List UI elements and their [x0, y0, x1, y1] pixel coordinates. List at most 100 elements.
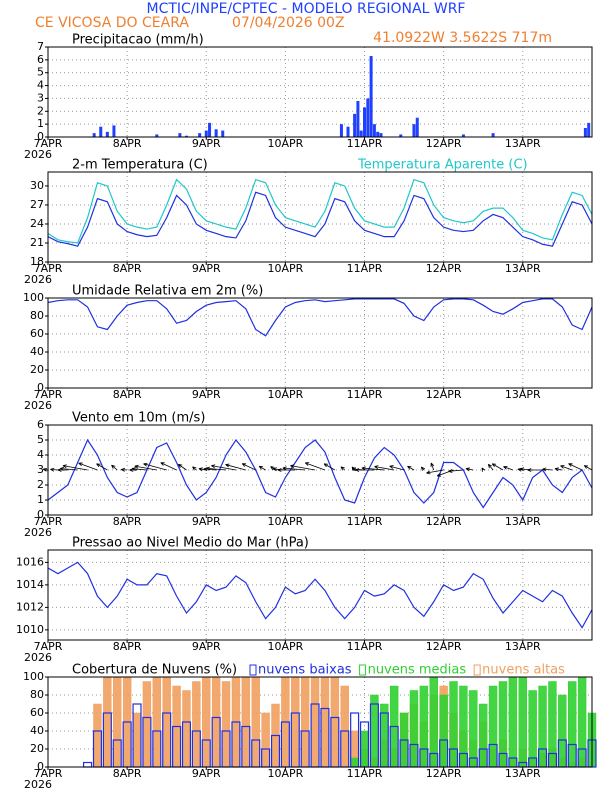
- legend-swatch: [473, 664, 481, 676]
- x-tick-label: 10APR: [267, 388, 303, 401]
- x-tick-label: 13APR: [505, 515, 541, 528]
- wind-arrow: [134, 464, 157, 471]
- y-tick-label: 5: [37, 66, 44, 79]
- bar: [105, 131, 109, 137]
- bar: [178, 133, 182, 137]
- cloud-bar: [528, 690, 537, 768]
- bar: [587, 122, 591, 137]
- wind-arrow: [560, 465, 573, 471]
- cloud-bar: [162, 676, 171, 768]
- wind-arrow: [420, 466, 426, 471]
- x-tick-label: 10APR: [267, 262, 303, 275]
- x-tick-label: 9APR: [192, 137, 221, 150]
- cloud-bar: [251, 676, 260, 768]
- wind-arrow: [241, 463, 256, 471]
- location: CE VICOSA DO CEARA: [35, 15, 189, 31]
- wind-arrow: [448, 469, 464, 473]
- wind-arrow: [407, 465, 415, 471]
- panel-frame: [47, 46, 593, 138]
- cloud-bar: [211, 676, 221, 768]
- wind-arrow: [277, 468, 296, 472]
- cloud-bar: [132, 712, 142, 768]
- x-tick-label: 8APR: [113, 262, 142, 275]
- bar: [214, 129, 218, 137]
- bar: [221, 130, 225, 137]
- y-tick-label: 6: [37, 418, 44, 431]
- bar: [92, 133, 96, 137]
- bar: [208, 122, 212, 137]
- legend-swatch: [359, 664, 367, 676]
- x-tick-label: 9APR: [192, 515, 221, 528]
- cloud-bar: [261, 712, 270, 768]
- bar: [583, 128, 587, 137]
- wind-arrow: [60, 466, 78, 471]
- x-tick-label: 11APR: [347, 515, 383, 528]
- y-tick-label: 7: [37, 40, 44, 53]
- wind-arrow: [304, 462, 326, 471]
- y-tick-label: 1016: [16, 555, 44, 568]
- legend-label: nuvens medias: [368, 663, 467, 678]
- wind-arrow: [487, 463, 494, 471]
- x-tick-label: 8APR: [113, 137, 142, 150]
- legend-label: nuvens baixas: [258, 663, 352, 678]
- cloud-bar: [469, 690, 478, 768]
- x-tick-label: 10APR: [267, 767, 303, 780]
- y-tick-label: 6: [37, 53, 44, 66]
- y-tick-label: 0: [37, 508, 44, 521]
- x-tick-label: 9APR: [192, 388, 221, 401]
- cloud-bar: [360, 730, 369, 768]
- cloud-bar: [113, 676, 122, 768]
- cloud-bar: [370, 694, 379, 768]
- wind-arrow: [192, 466, 197, 471]
- bar: [363, 107, 367, 137]
- y-tick-label: 27: [30, 198, 44, 211]
- cloud-bar: [330, 676, 340, 768]
- x-tick-label: 10APR: [267, 137, 303, 150]
- datetime: 07/04/2026 00Z: [232, 15, 345, 31]
- wind-arrow: [225, 463, 246, 471]
- cloud-bar: [548, 681, 557, 768]
- bar: [198, 133, 202, 137]
- wind-arrow: [340, 466, 345, 471]
- title: MCTIC/INPE/CPTEC - MODELO REGIONAL WRF: [147, 1, 466, 17]
- y-tick-label: 100: [23, 291, 44, 304]
- year-label: 2026: [24, 778, 52, 791]
- wind-arrow: [282, 466, 306, 471]
- y-tick-label: 1012: [16, 600, 44, 613]
- panel-title: Pressao ao Nivel Medio do Mar (hPa): [72, 536, 309, 551]
- line: [47, 191, 593, 247]
- wind-arrow: [258, 465, 266, 471]
- cloud-bar: [202, 676, 211, 768]
- panel-title: Precipitacao (mm/h): [72, 33, 204, 48]
- x-tick-label: 7APR: [34, 262, 63, 275]
- cloud-bar: [577, 676, 587, 768]
- bar: [184, 135, 188, 137]
- x-tick-label: 12APR: [426, 515, 462, 528]
- y-tick-label: 4: [37, 79, 44, 92]
- wind-arrow: [542, 467, 553, 472]
- bar: [376, 131, 380, 137]
- bar: [412, 124, 416, 137]
- y-tick-label: 3: [37, 91, 44, 104]
- cloud-bar: [83, 761, 93, 768]
- wind-arrow: [503, 465, 514, 471]
- y-tick-label: 24: [30, 217, 44, 230]
- year-label: 2026: [24, 526, 52, 539]
- x-tick-label: 12APR: [426, 388, 462, 401]
- y-tick-label: 100: [23, 670, 44, 683]
- x-tick-label: 7APR: [34, 767, 63, 780]
- x-tick-label: 13APR: [505, 388, 541, 401]
- cloud-bar: [152, 676, 162, 768]
- line: [47, 298, 593, 337]
- cloud-bar: [291, 676, 300, 768]
- cloud-bar: [478, 703, 488, 768]
- cloud-bar: [241, 676, 251, 768]
- x-tick-label: 12APR: [426, 640, 462, 653]
- cloud-bar: [508, 676, 518, 768]
- y-tick-label: 21: [30, 236, 44, 249]
- x-tick-label: 7APR: [34, 515, 63, 528]
- wind-arrow: [389, 465, 405, 471]
- cloud-bar: [340, 685, 349, 768]
- wind-arrow: [78, 462, 98, 471]
